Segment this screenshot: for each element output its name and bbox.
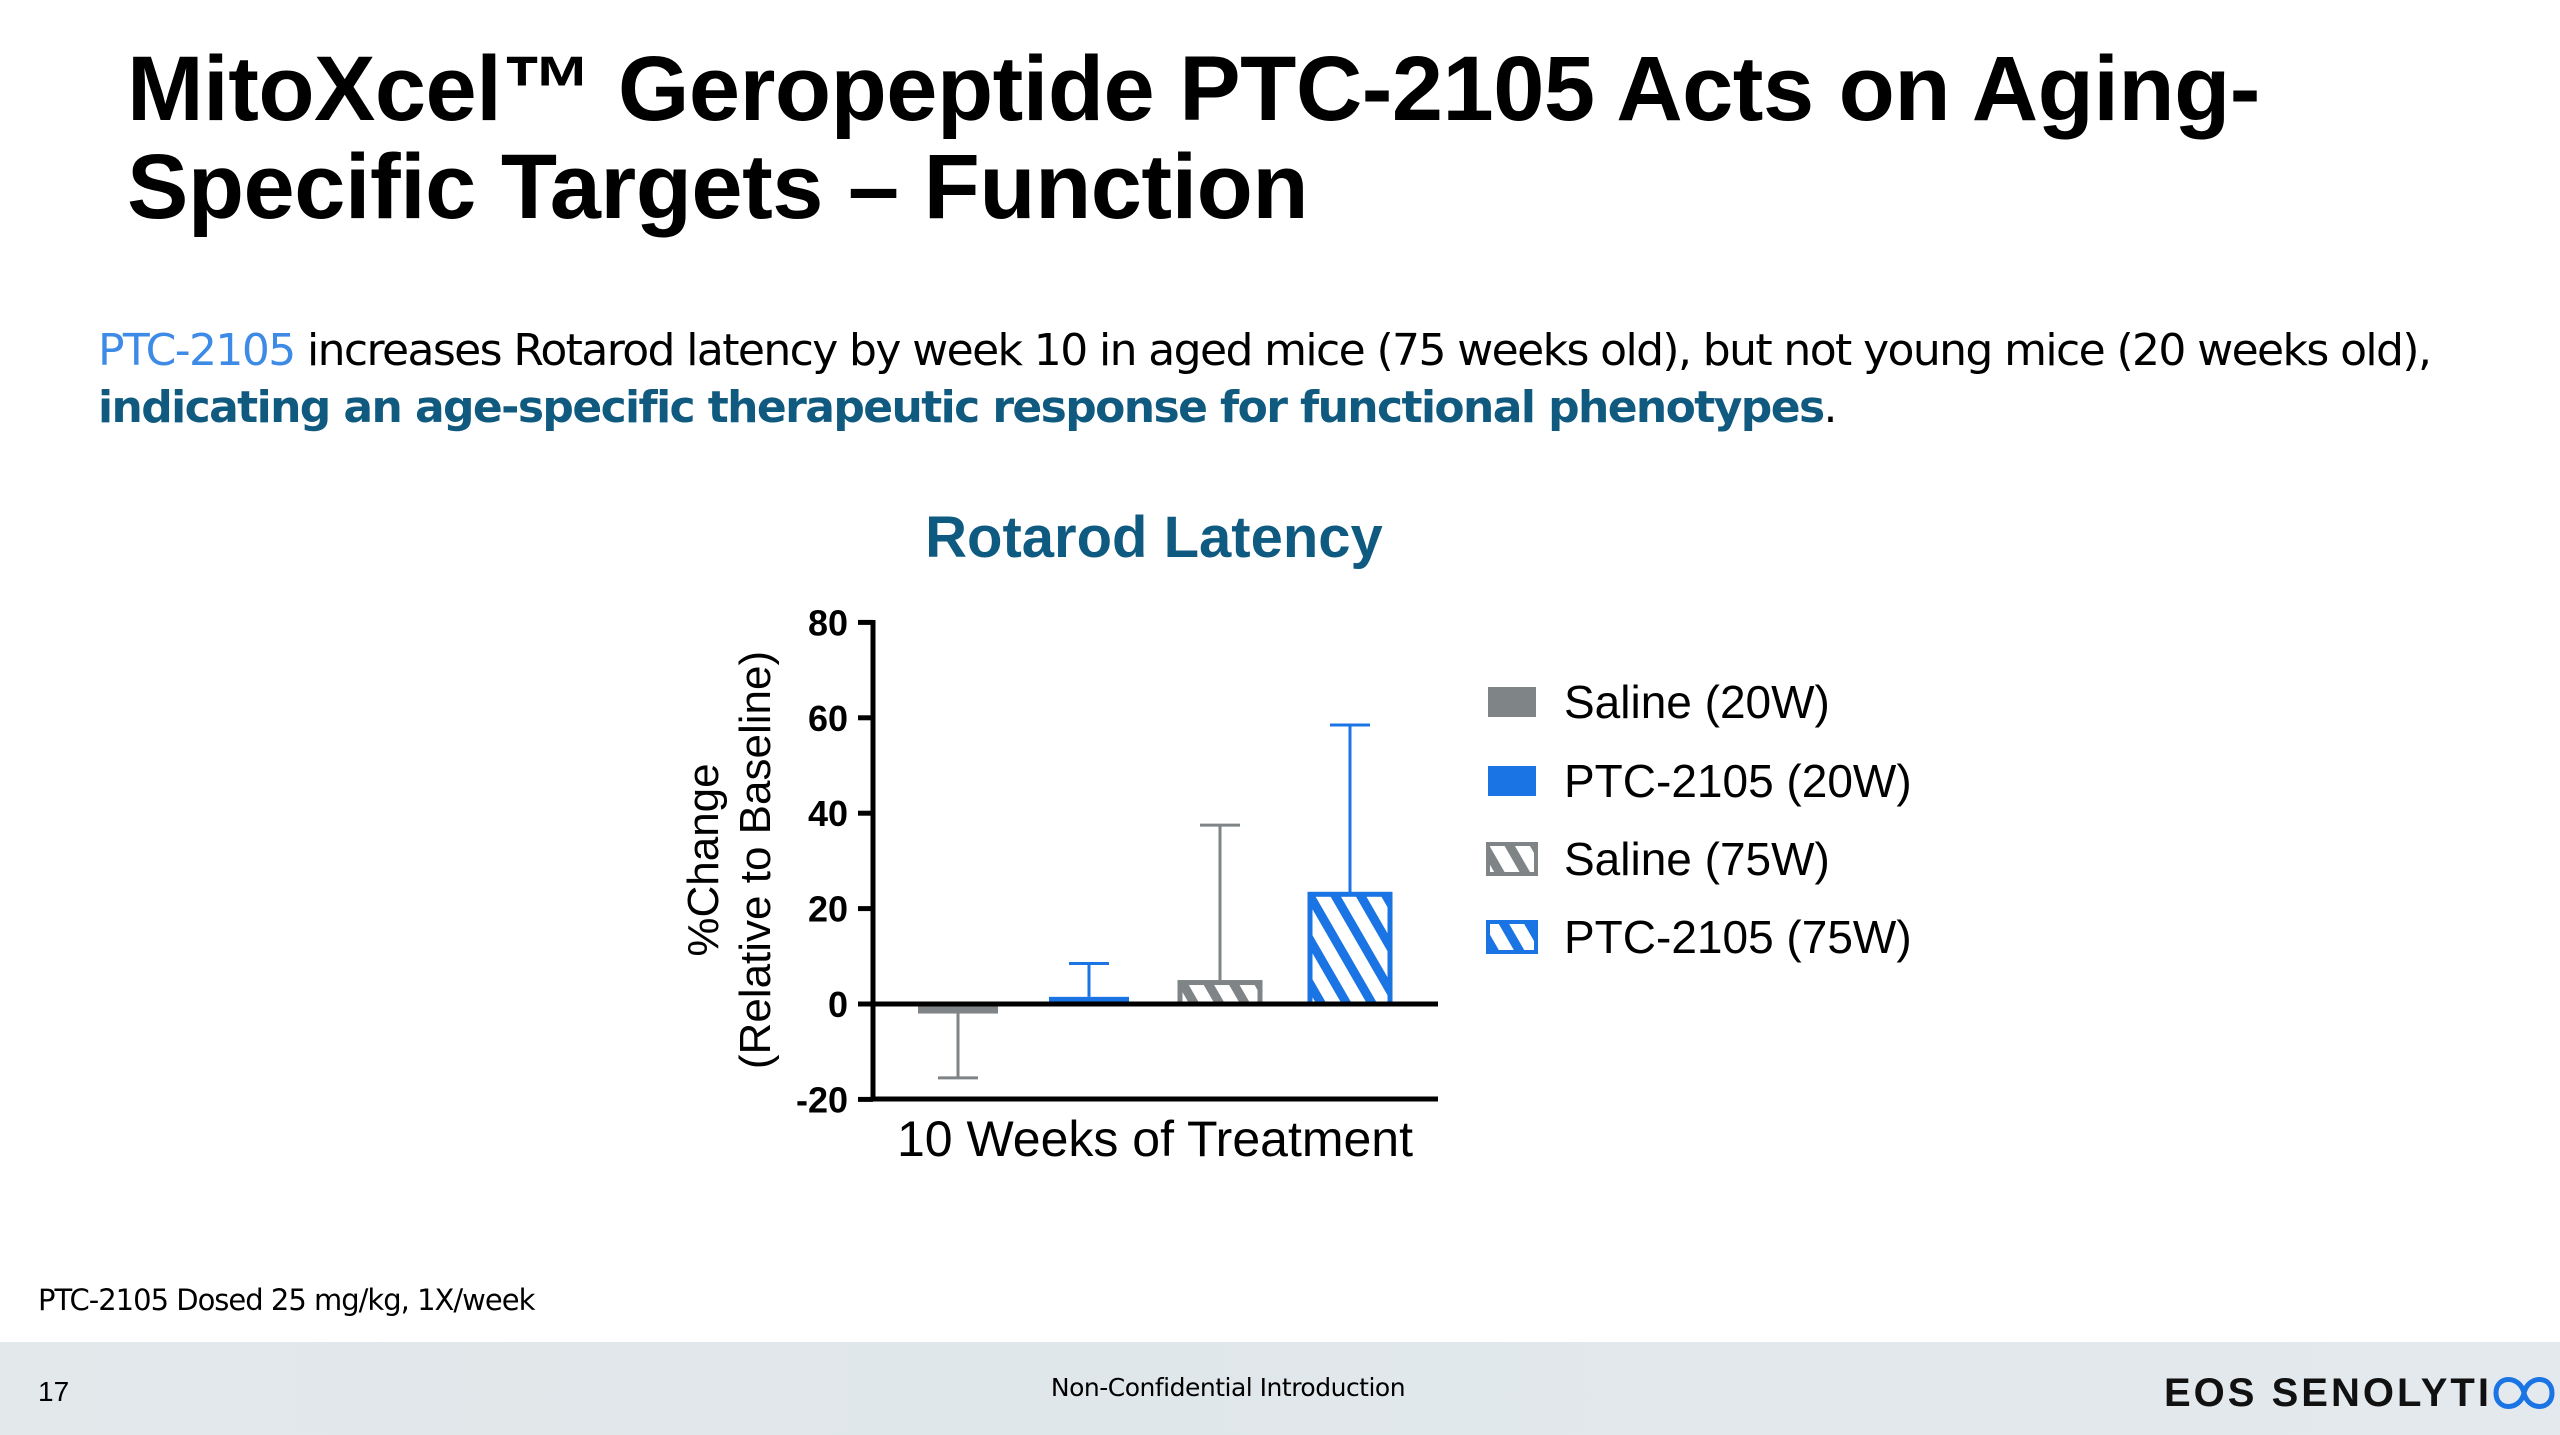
description-emphasis: indicating an age-specific therapeutic r… [98, 382, 1825, 433]
legend-label: PTC-2105 (20W) [1564, 755, 1912, 807]
y-tick-label: -20 [796, 1079, 848, 1120]
y-tick-label: 80 [808, 602, 848, 643]
legend-swatch [1488, 687, 1536, 717]
slide-title: MitoXcel™ Geropeptide PTC-2105 Acts on A… [127, 38, 2260, 238]
legend-swatch [1486, 842, 1538, 876]
x-axis-label: 10 Weeks of Treatment [897, 1111, 1413, 1167]
legend-swatch [1486, 920, 1538, 954]
y-axis-label-line2: (Relative to Baseline) [731, 651, 780, 1069]
y-tick-label: 0 [828, 984, 848, 1025]
y-tick-label: 60 [808, 698, 848, 739]
legend-swatch [1488, 766, 1536, 796]
confidentiality-label: Non-Confidential Introduction [1050, 1373, 1406, 1402]
page-number: 17 [38, 1376, 70, 1407]
bar-ptc-2105-20w [1049, 996, 1129, 1004]
dosing-footnote: PTC-2105 Dosed 25 mg/kg, 1X/week [38, 1283, 535, 1317]
y-tick-label: 20 [808, 889, 848, 930]
chart-title: Rotarod Latency [925, 505, 1383, 570]
bar-saline-20w [918, 1004, 998, 1014]
description-main: increases Rotarod latency by week 10 in … [294, 325, 2432, 376]
description-end: . [1823, 382, 1838, 433]
rotarod-chart: Rotarod Latency -20 0 20 40 60 80 %Change (Re… [679, 505, 1912, 1167]
legend-label: PTC-2105 (75W) [1564, 911, 1912, 963]
bar-saline-75w [1177, 980, 1263, 1007]
y-axis-label-line1: %Change [679, 763, 728, 956]
footer-band [0, 1342, 2560, 1435]
bar-ptc-2105-75w [1307, 891, 1393, 1007]
drug-name-highlight: PTC-2105 [98, 325, 296, 376]
legend-label: Saline (75W) [1564, 833, 1830, 885]
logo-infinity-icon [2493, 1377, 2555, 1409]
slide-description: PTC-2105 increases Rotarod latency by we… [98, 322, 2518, 436]
y-tick-label: 40 [808, 793, 848, 834]
company-logo: EOS SENOLYTI [2164, 1368, 2556, 1418]
logo-wordmark: EOS SENOLYTI [2164, 1370, 2492, 1415]
legend-label: Saline (20W) [1564, 676, 1830, 728]
